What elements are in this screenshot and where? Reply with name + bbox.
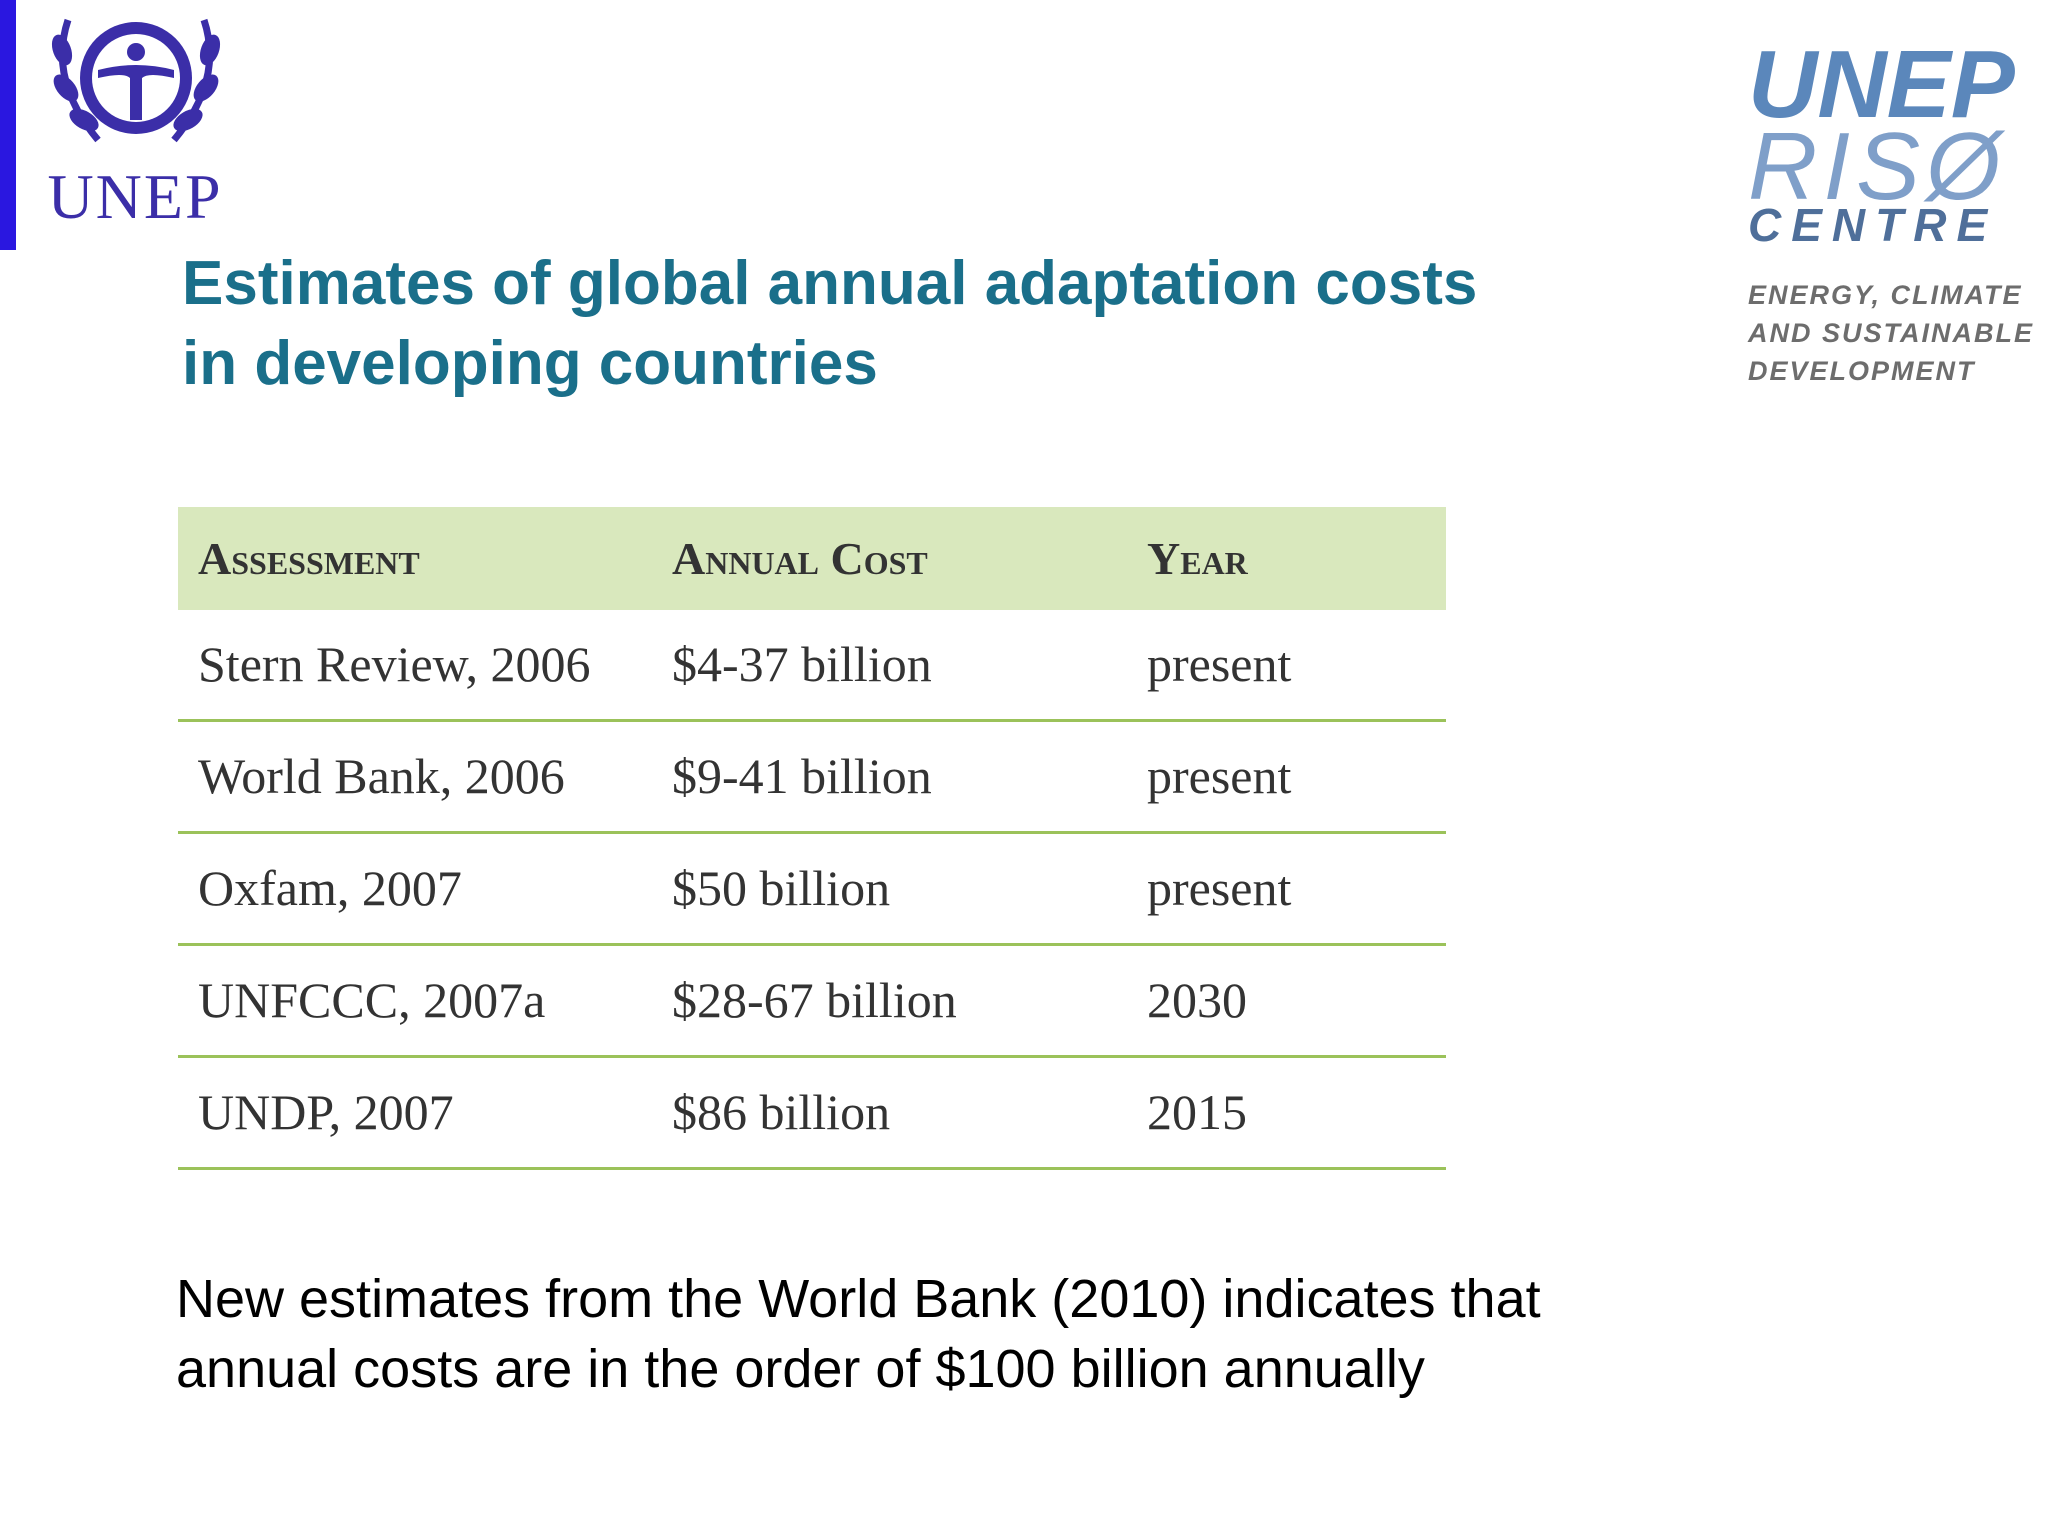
slide-title: Estimates of global annual adaptation co… [182, 249, 1478, 318]
note-text: New estimates from the World Bank (2010)… [176, 1269, 1541, 1329]
riso-tagline: ENERGY, CLIMATE [1748, 280, 2023, 310]
note-text: annual costs are in the order of $100 bi… [176, 1339, 1425, 1399]
riso-tagline: AND SUSTAINABLE [1748, 318, 2034, 348]
table-cell: UNDP, 2007 [198, 1084, 454, 1140]
riso-logo-text: CENTRE [1748, 199, 1998, 251]
table-row: Oxfam, 2007 $50 billion present [178, 834, 1446, 946]
table-cell: $28-67 billion [672, 972, 957, 1028]
table-cell: $4-37 billion [672, 636, 932, 692]
table-cell: Stern Review, 2006 [198, 636, 591, 692]
table-header-row: Assessment Annual Cost Year [178, 507, 1446, 610]
table-cell: UNFCCC, 2007a [198, 972, 546, 1028]
riso-tagline: DEVELOPMENT [1748, 356, 1976, 386]
riso-logo-text: UNEP [1748, 31, 2015, 138]
table-cell: present [1147, 636, 1292, 692]
table-cell: $86 billion [672, 1084, 891, 1140]
table-cell: Oxfam, 2007 [198, 860, 462, 916]
accent-bar [0, 0, 16, 250]
slide-title: in developing countries [182, 329, 878, 398]
table-cell: $50 billion [672, 860, 891, 916]
unep-emblem [51, 18, 221, 143]
table-row: UNDP, 2007 $86 billion 2015 [178, 1058, 1446, 1170]
cost-table: Assessment Annual Cost Year Stern Review, 2… [178, 507, 1446, 1170]
riso-logo-text: RISØ [1748, 113, 2007, 220]
table-cell: present [1147, 748, 1292, 804]
table-cell: 2015 [1147, 1084, 1247, 1140]
table-cell: $9-41 billion [672, 748, 932, 804]
table-cell: World Bank, 2006 [198, 748, 565, 804]
table-cell: present [1147, 860, 1292, 916]
header-cell: Year [1147, 533, 1248, 584]
table-cell: 2030 [1147, 972, 1247, 1028]
table-row: UNFCCC, 2007a $28-67 billion 2030 [178, 946, 1446, 1058]
table-row: World Bank, 2006 $9-41 billion present [178, 722, 1446, 834]
header-cell: Assessment [198, 533, 420, 584]
table-row: Stern Review, 2006 $4-37 billion present [178, 610, 1446, 722]
header-cell: Annual Cost [672, 533, 928, 584]
unep-logo-text: UNEP [47, 161, 223, 232]
